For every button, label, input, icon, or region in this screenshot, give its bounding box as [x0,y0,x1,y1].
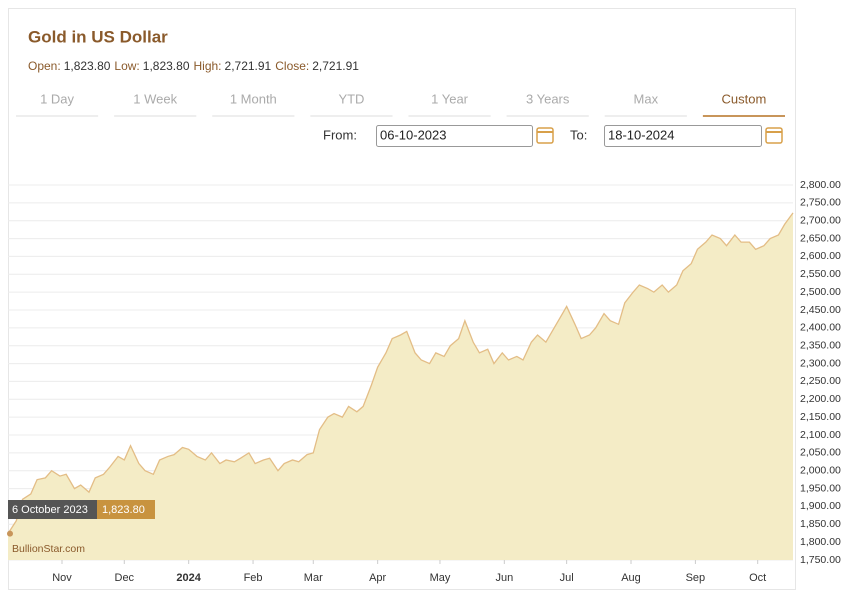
y-tick-label: 2,500.00 [800,286,841,298]
x-tick-label: May [430,572,451,584]
tooltip-date: 6 October 2023 [12,504,88,516]
x-tick-label: Jul [560,572,574,584]
y-tick-label: 2,150.00 [800,411,841,423]
y-tick-label: 2,750.00 [800,197,841,209]
calendar-icon[interactable] [765,127,783,144]
tab[interactable]: 3 Years [526,91,570,106]
tab[interactable]: Max [634,91,659,106]
x-tick-label: Aug [621,572,641,584]
y-tick-label: 2,200.00 [800,393,841,405]
y-tick-label: 1,750.00 [800,554,841,566]
y-tick-label: 1,950.00 [800,482,841,494]
watermark: BullionStar.com [12,543,85,555]
to-input[interactable] [604,125,762,147]
from-label: From: [323,127,357,142]
stats: Open: 1,823.80 Low: 1,823.80 High: 2,721.91 Cl… [28,59,359,73]
chart-title: Gold in US Dollar [28,27,168,46]
y-tick-label: 1,850.00 [800,518,841,530]
tooltip-value-box [97,500,155,519]
stat-value: 2,721.91 [225,59,272,73]
stat-label: Close: [275,59,309,73]
y-tick-label: 1,900.00 [800,500,841,512]
tab[interactable]: 1 Day [40,91,74,106]
stat-label: Open: [28,59,61,73]
x-tick-label: Feb [244,572,263,584]
tabs: 1 Day 1 Week 1 Month YTD 1 Year 3 Years Max Cus… [16,91,785,117]
from-value[interactable]: 06-10-2023 [380,127,447,142]
area-fill [8,212,793,560]
tab[interactable]: 1 Year [431,91,469,106]
y-tick-label: 2,050.00 [800,447,841,459]
y-tick-label: 2,550.00 [800,268,841,280]
tab[interactable]: 1 Week [133,91,177,106]
y-tick-label: 2,100.00 [800,429,841,441]
x-tick-label: Sep [686,572,706,584]
tooltip-value: 1,823.80 [102,504,145,516]
x-tick-label: Jun [495,572,513,584]
y-tick-label: 2,650.00 [800,232,841,244]
stat-label: Low: [114,59,139,73]
stat-value: 1,823.80 [64,59,111,73]
stat-value: 1,823.80 [143,59,190,73]
x-tick-label: Mar [304,572,323,584]
calendar-body[interactable] [536,127,554,144]
stat-label: High: [194,59,222,73]
stat-value: 2,721.91 [312,59,359,73]
y-tick-label: 2,250.00 [800,375,841,387]
x-tick-label: Dec [115,572,135,584]
y-tick-label: 1,800.00 [800,536,841,548]
from-input[interactable] [376,125,533,147]
calendar-icon[interactable] [536,127,554,144]
y-tick-label: 2,600.00 [800,250,841,262]
to-label: To: [570,127,587,142]
tab[interactable]: Custom [722,91,767,106]
price-line [7,212,794,534]
x-tick-label: Nov [52,572,72,584]
x-tick-label: Oct [749,572,766,584]
y-tick-label: 2,800.00 [800,179,841,191]
y-tick-label: 2,700.00 [800,214,841,226]
y-tick-label: 2,450.00 [800,304,841,316]
hover-marker [7,530,13,537]
y-tick-label: 2,000.00 [800,464,841,476]
tab[interactable]: 1 Month [230,91,277,106]
calendar-body[interactable] [765,127,783,144]
y-tick-label: 2,400.00 [800,322,841,334]
x-tick-label: Apr [369,572,386,584]
tab[interactable]: YTD [338,91,364,106]
y-tick-label: 2,300.00 [800,357,841,369]
plot: 1,750.00 1,800.00 1,850.00 1,900.00 1,950.00… [7,179,841,584]
to-value[interactable]: 18-10-2024 [608,127,675,142]
tooltip-date-box [8,500,97,519]
x-tick-label: 2024 [176,572,201,584]
y-tick-label: 2,350.00 [800,339,841,351]
